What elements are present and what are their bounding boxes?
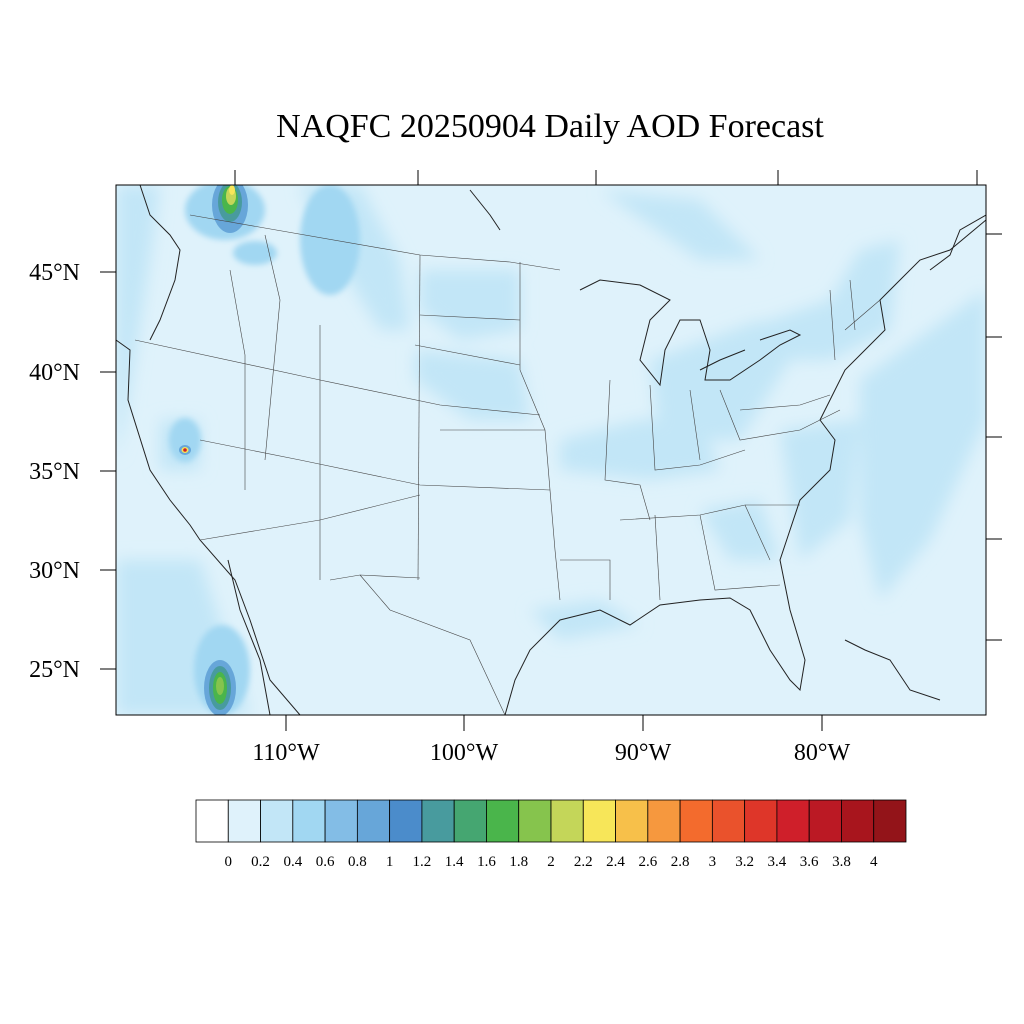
colorbar-label: 2.8 (671, 854, 690, 870)
colorbar-label: 3.2 (735, 854, 754, 870)
colorbar-swatch (808, 799, 842, 843)
colorbar-label: 0.6 (316, 854, 335, 870)
coastlines (116, 185, 986, 715)
colorbar-swatch (486, 799, 520, 843)
colorbar-label: 0.8 (348, 854, 367, 870)
colorbar-swatch (356, 799, 391, 843)
fire-hotspot-california (179, 445, 191, 455)
colorbar-swatch (744, 799, 778, 843)
colorbar-label: 3 (709, 854, 717, 870)
colorbar-swatch (550, 799, 584, 843)
colorbar-label: 1.2 (413, 854, 432, 870)
colorbar-label: 3.4 (768, 854, 787, 870)
aod-field (116, 185, 986, 715)
colorbar-swatch (453, 799, 487, 843)
map-title: NAQFC 20250904 Daily AOD Forecast (276, 108, 824, 145)
colorbar-label: 2.2 (574, 854, 593, 870)
colorbar-label: 4 (870, 854, 878, 870)
lon-label: 80°W (794, 740, 851, 766)
colorbar-swatch (421, 799, 455, 843)
left-ticks (100, 271, 116, 670)
lon-label: 100°W (430, 740, 499, 766)
colorbar-label: 0.4 (283, 854, 302, 870)
colorbar-swatch (518, 799, 552, 843)
smoke-plume-baja (204, 660, 236, 715)
colorbar-label: 2 (547, 854, 555, 870)
lon-label: 90°W (615, 740, 672, 766)
colorbar-swatch (227, 799, 261, 843)
lat-label: 35°N (29, 459, 80, 485)
colorbar-swatch (582, 799, 616, 843)
top-ticks (234, 170, 978, 185)
colorbar-label: 0 (225, 854, 233, 870)
colorbar-label: 0.2 (251, 854, 270, 870)
colorbar-label: 1.4 (445, 854, 464, 870)
lon-label: 110°W (252, 740, 320, 766)
colorbar-swatch (679, 799, 713, 843)
colorbar-swatch (647, 799, 681, 843)
colorbar-label: 1.6 (477, 854, 496, 870)
colorbar (195, 799, 907, 843)
colorbar-swatch (776, 799, 810, 843)
colorbar-swatch (260, 799, 294, 843)
colorbar-labels: 0 0.2 0.4 0.6 0.8 1 1.2 1.4 1.6 1.8 2 2.2 2.4 2.6 2.8 3… (225, 854, 878, 870)
aod-level-0-4-patches (116, 185, 986, 715)
colorbar-swatch (615, 799, 649, 843)
state-borders (134, 214, 881, 715)
colorbar-swatch (711, 799, 746, 843)
colorbar-label: 3.6 (800, 854, 819, 870)
lat-label: 25°N (29, 657, 80, 683)
lat-label: 30°N (29, 558, 80, 584)
colorbar-swatch (195, 799, 229, 843)
lat-label: 45°N (29, 260, 80, 286)
smoke-plume-north (212, 185, 248, 233)
colorbar-swatch (873, 799, 907, 843)
colorbar-swatch (389, 799, 423, 843)
lat-label: 40°N (29, 360, 80, 386)
colorbar-label: 2.4 (606, 854, 625, 870)
right-ticks (986, 233, 1002, 641)
colorbar-label: 1 (386, 854, 394, 870)
colorbar-swatch (324, 799, 358, 843)
bottom-ticks (285, 715, 823, 731)
map-frame (115, 184, 987, 716)
colorbar-swatch (292, 799, 326, 843)
colorbar-swatch (841, 799, 875, 843)
colorbar-label: 3.8 (832, 854, 851, 870)
colorbar-label: 2.6 (638, 854, 657, 870)
colorbar-label: 1.8 (509, 854, 528, 870)
